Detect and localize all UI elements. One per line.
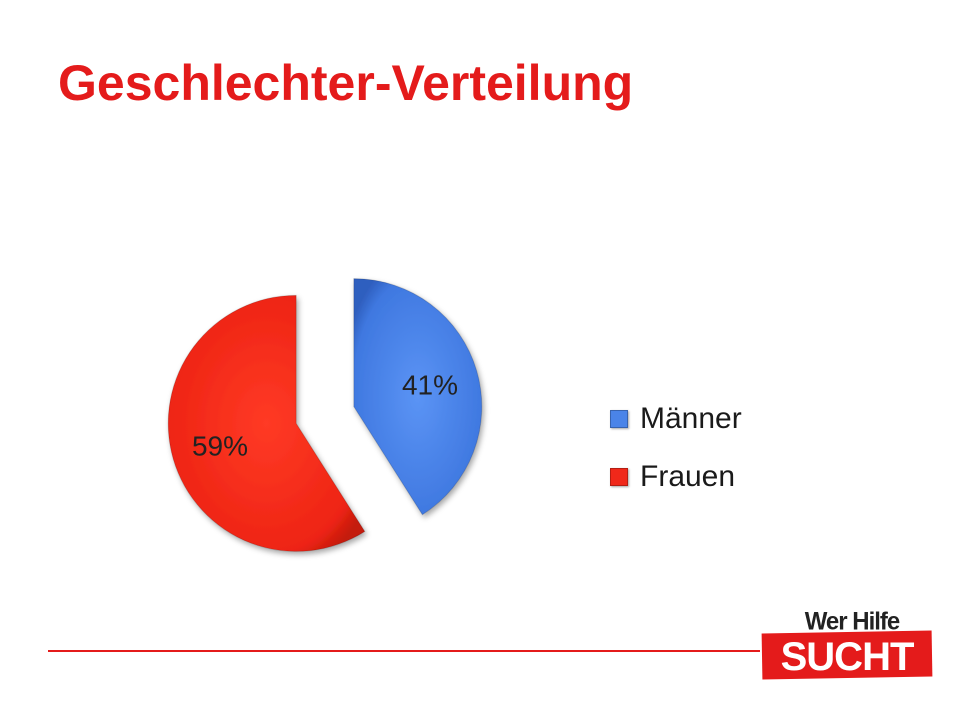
footer-divider bbox=[48, 650, 760, 652]
legend-item-frauen: Frauen bbox=[610, 448, 742, 506]
legend-swatch-frauen bbox=[610, 468, 628, 486]
pie-data-labels: 41% 59% bbox=[192, 369, 458, 461]
pie-data-label-mnner: 41% bbox=[402, 369, 458, 400]
pie-slice-mnner bbox=[353, 278, 483, 516]
wer-hilfe-sucht-logo: Wer Hilfe SUCHT bbox=[761, 608, 933, 680]
pie-slice-frauen bbox=[167, 294, 366, 552]
svg-text:Wer Hilfe: Wer Hilfe bbox=[805, 608, 900, 636]
chart-legend: Männer Frauen bbox=[610, 390, 742, 506]
svg-text:SUCHT: SUCHT bbox=[781, 635, 914, 679]
legend-swatch-maenner bbox=[610, 410, 628, 428]
slide-title: Geschlechter-Verteilung bbox=[58, 55, 634, 111]
legend-item-maenner: Männer bbox=[610, 390, 742, 448]
pie-data-label-frauen: 59% bbox=[192, 431, 248, 462]
legend-label-frauen: Frauen bbox=[640, 460, 736, 493]
pie-slices bbox=[167, 278, 483, 552]
legend-label-maenner: Männer bbox=[640, 402, 742, 435]
